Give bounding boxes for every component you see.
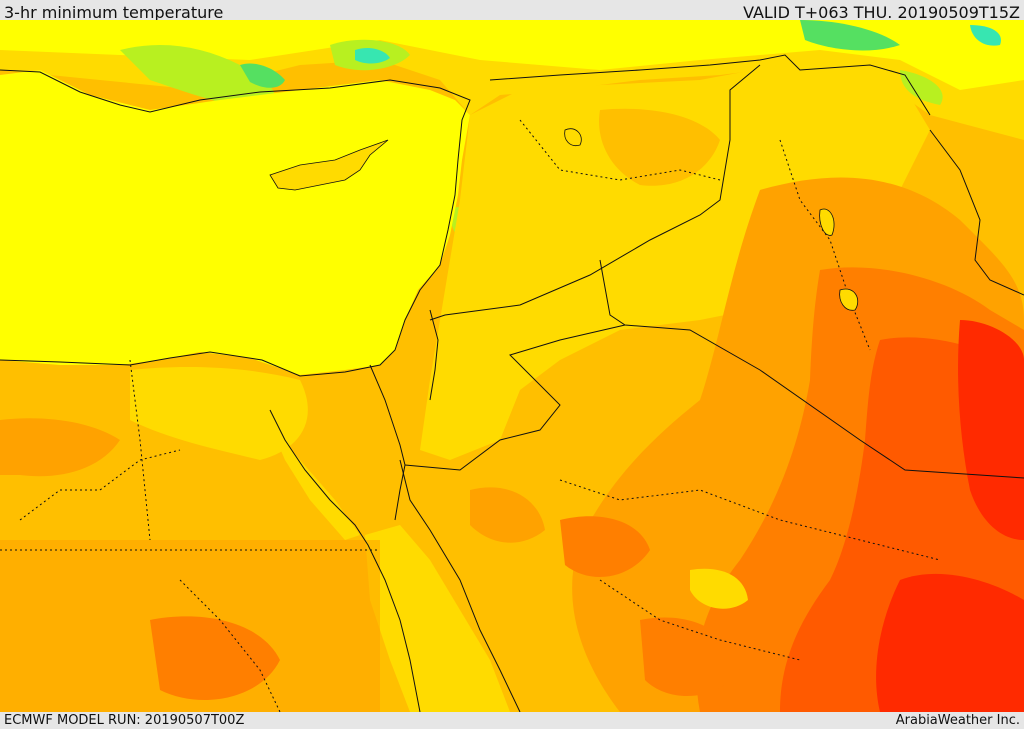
coastline-red-sea-west xyxy=(269,409,421,712)
saudi-patch-2 xyxy=(640,617,740,697)
valid-time: VALID T+063 THU. 20190509T15Z xyxy=(743,3,1020,22)
map-svg xyxy=(0,20,1024,712)
saudi-cool-patch xyxy=(690,568,748,609)
border-jordan-saudi xyxy=(404,324,626,471)
lake-tharthar xyxy=(819,208,835,236)
western-desert-warm xyxy=(0,418,120,477)
model-run-label: ECMWF MODEL RUN: 20190507T00Z xyxy=(4,713,245,728)
levant-field xyxy=(420,60,930,460)
cool-patch-1 xyxy=(120,45,275,110)
map-header: 3-hr minimum temperature VALID T+063 THU… xyxy=(0,0,1024,22)
credit-label: ArabiaWeather Inc. xyxy=(895,713,1020,728)
dotted-saudi-1 xyxy=(559,479,941,561)
map-title: 3-hr minimum temperature xyxy=(4,3,224,22)
coastline-red-sea-east xyxy=(399,459,521,712)
temperature-map xyxy=(0,20,1024,712)
cool-patch-2 xyxy=(240,63,285,88)
north-yellow-field xyxy=(0,20,1024,90)
cyprus xyxy=(269,139,389,191)
syria-warm xyxy=(599,108,720,186)
nile-delta-field xyxy=(130,367,308,460)
border-syria-iraq xyxy=(429,64,761,321)
dotted-egypt-1 xyxy=(129,359,151,541)
sudan-warm xyxy=(150,616,280,700)
dotted-libya xyxy=(19,449,181,521)
border-sinai xyxy=(369,364,406,521)
cyan-patch-2 xyxy=(970,25,1001,46)
jordan-river xyxy=(429,309,439,401)
lake-assad xyxy=(564,128,582,147)
red-sea xyxy=(365,525,510,712)
mediterranean-sea xyxy=(0,70,470,375)
lake-razazah xyxy=(839,288,859,311)
coastline-gulf xyxy=(929,129,1024,296)
hottest-field-1 xyxy=(958,320,1024,540)
dotted-saudi-2 xyxy=(599,579,801,661)
saudi-patch-1 xyxy=(560,516,650,577)
coastline-med xyxy=(0,69,471,377)
cyan-patch-1 xyxy=(355,47,390,64)
border-turkey xyxy=(489,54,931,116)
map-footer: ECMWF MODEL RUN: 20190507T00Z ArabiaWeat… xyxy=(0,712,1024,729)
hottest-field-2 xyxy=(876,573,1024,712)
border-iraq-saudi xyxy=(599,259,1024,479)
cool-patch-5 xyxy=(900,70,943,105)
cool-patch-4 xyxy=(800,20,900,51)
hejaz-patch xyxy=(470,487,545,543)
